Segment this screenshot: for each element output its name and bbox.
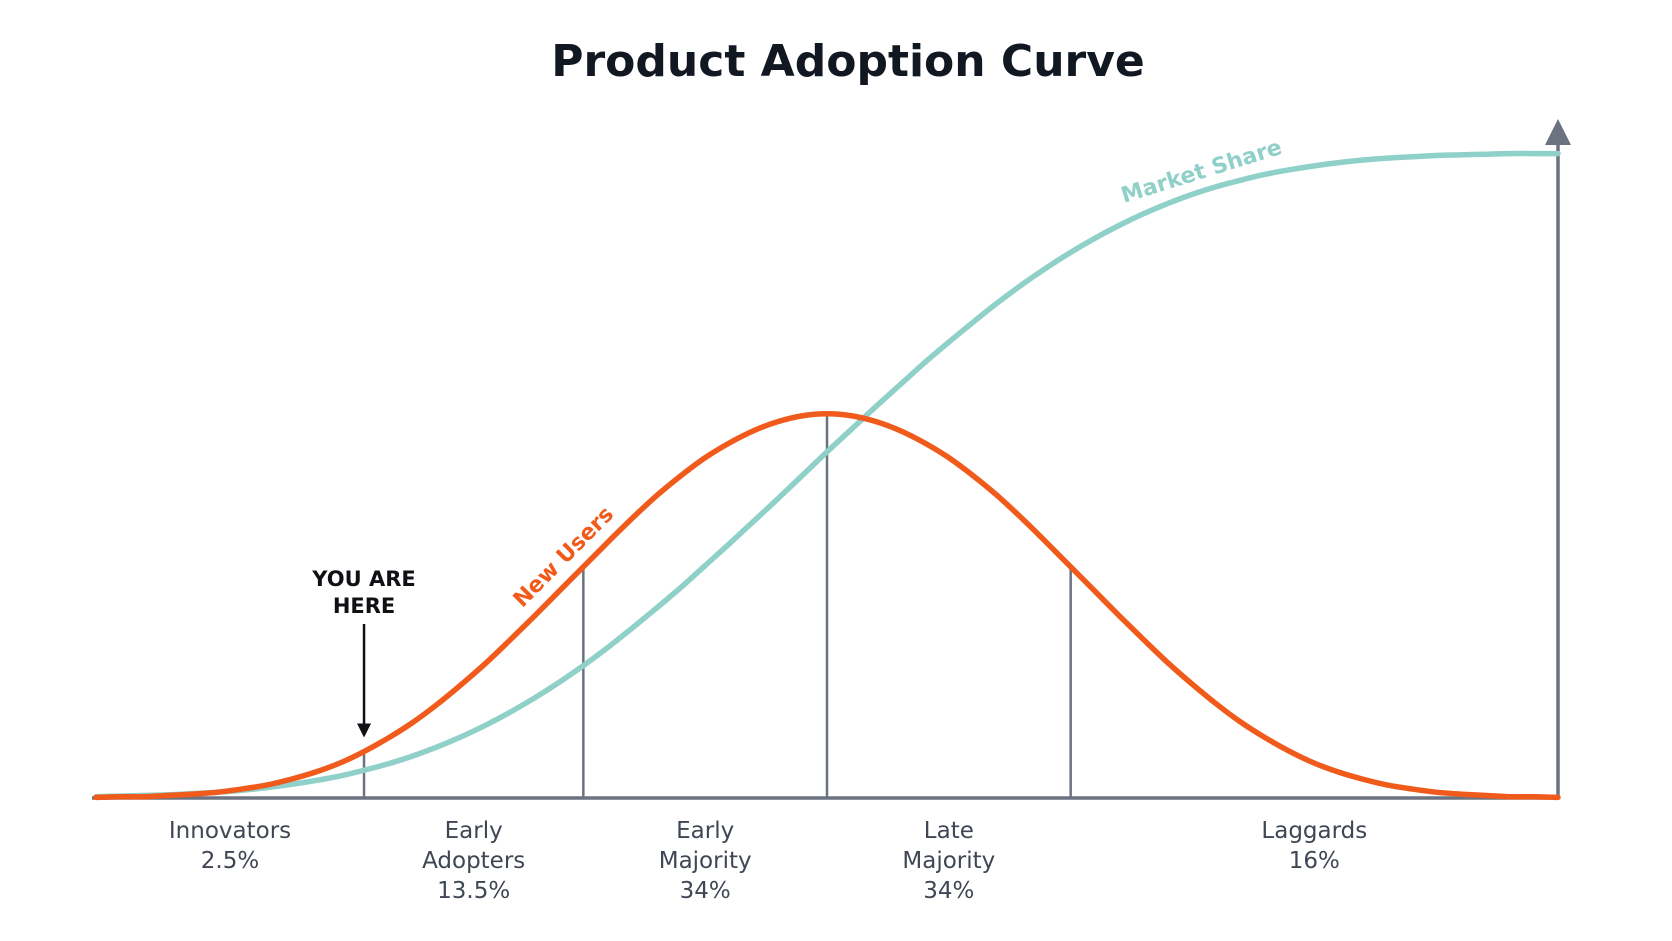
segment-labels: Innovators 2.5% Early Adopters 13.5% Early Maj… [169,818,1367,904]
you-are-here-label: YOU ARE [311,567,415,591]
segment-4: Late Majority 34% [902,818,995,904]
segment-percent: 34% [680,878,731,904]
axes [92,119,1571,800]
segment-name: Early [676,818,734,844]
segment-name: Late [924,818,974,844]
series-label-new-users: New Users [509,502,619,613]
arrow-down-icon [357,723,372,738]
chart-title: Product Adoption Curve [551,36,1145,87]
series-label-market-share: Market Share [1118,135,1285,209]
series-line-new-users [93,411,1561,801]
you-are-here-annotation: YOU ARE HERE [311,567,416,738]
segment-name: Innovators [169,818,291,844]
segment-5: Laggards 16% [1261,818,1367,874]
segment-1: Innovators 2.5% [169,818,291,874]
segment-name: Laggards [1261,818,1367,844]
segment-percent: 16% [1289,848,1340,874]
series-line-market-share [93,150,1561,800]
segment-name: Early [445,818,503,844]
segment-name: Majority [902,848,995,874]
y-axis-arrow-icon [1545,119,1571,145]
you-are-here-label: HERE [333,594,395,618]
segment-percent: 34% [923,878,974,904]
segment-boundaries [362,413,1072,798]
segment-name: Adopters [422,848,525,874]
curve-labels: New Users Market Share [509,135,1285,613]
segment-2: Early Adopters 13.5% [422,818,525,904]
segment-percent: 2.5% [201,848,259,874]
segment-percent: 13.5% [437,878,510,904]
segment-3: Early Majority 34% [659,818,752,904]
curves [93,150,1561,801]
segment-name: Majority [659,848,752,874]
